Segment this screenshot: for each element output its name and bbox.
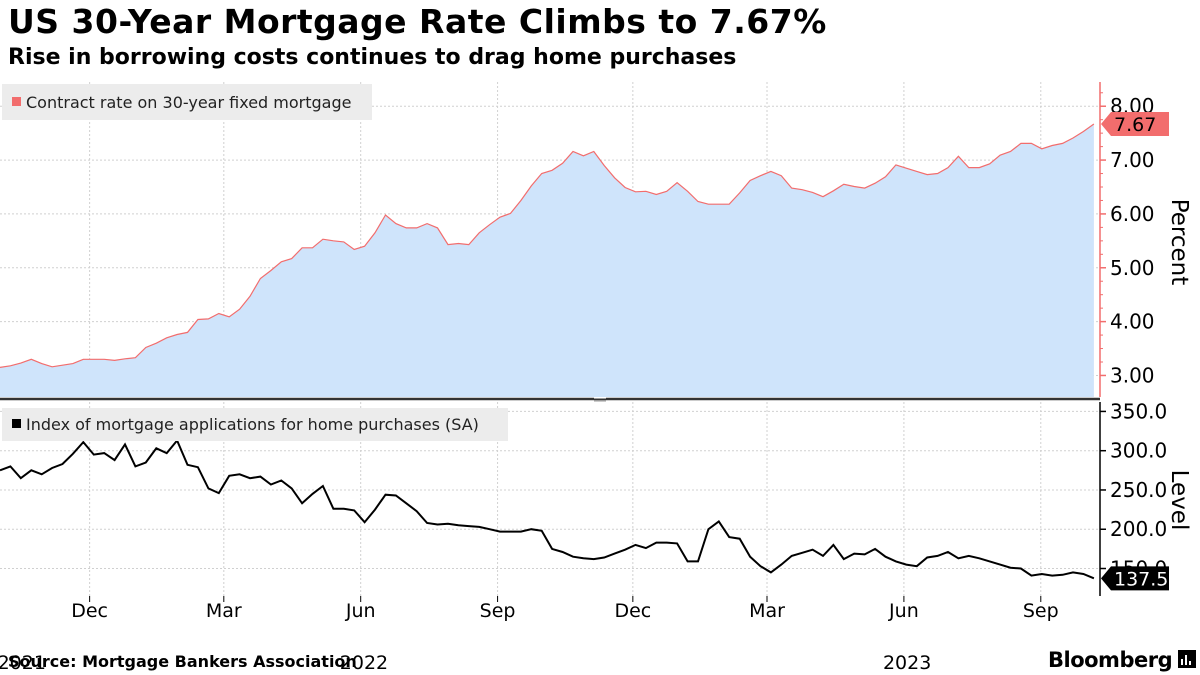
index-legend-swatch <box>12 419 21 428</box>
x-tick-label: Jun <box>888 600 919 622</box>
x-year-label: 2022 <box>340 652 388 674</box>
rate-legend-label: Contract rate on 30-year fixed mortgage <box>26 93 351 112</box>
rate-y-axis-title: Percent <box>1166 199 1192 286</box>
index-y-tick-label: 350.0 <box>1110 399 1167 423</box>
rate-y-tick-label: 7.00 <box>1110 148 1155 172</box>
x-tick-label: Dec <box>614 600 651 622</box>
x-year-label: 2023 <box>883 652 931 674</box>
chart-subtitle: Rise in borrowing costs continues to dra… <box>8 45 737 70</box>
x-tick-label: Dec <box>71 600 108 622</box>
rate-y-tick-label: 3.00 <box>1110 363 1155 387</box>
bloomberg-mark-icon <box>1178 650 1196 668</box>
index-legend-box <box>2 408 508 441</box>
x-year-label: 2021 <box>0 652 46 674</box>
index-last-value-label: 137.5 <box>1114 568 1168 590</box>
chart-title: US 30-Year Mortgage Rate Climbs to 7.67% <box>8 2 827 41</box>
rate-y-tick-label: 5.00 <box>1110 256 1155 280</box>
x-tick-label: Sep <box>1023 600 1059 622</box>
index-y-tick-label: 200.0 <box>1110 517 1167 541</box>
rate-y-tick-label: 4.00 <box>1110 310 1155 334</box>
x-tick-label: Mar <box>206 600 242 622</box>
x-tick-label: Mar <box>749 600 785 622</box>
index-y-tick-label: 300.0 <box>1110 439 1167 463</box>
source-note: Source: Mortgage Bankers Association <box>8 652 357 671</box>
applications-index-line <box>0 438 1095 580</box>
rate-line <box>0 123 1095 368</box>
x-tick-label: Sep <box>480 600 516 622</box>
x-axis-labels: Dec Mar Jun Sep Dec Mar Jun Sep 2021 2022 2023 <box>0 596 1059 674</box>
rate-y-tick-label: 6.00 <box>1110 202 1155 226</box>
brand-text: Bloomberg <box>1048 648 1173 672</box>
rate-legend-swatch <box>12 97 21 106</box>
rate-last-value-label: 7.67 <box>1114 114 1156 136</box>
index-legend-label: Index of mortgage applications for home … <box>26 415 479 434</box>
rate-last-value-badge <box>1101 112 1169 136</box>
rate-area-fill <box>0 124 1094 397</box>
bloomberg-logo: Bloomberg <box>1048 648 1173 672</box>
x-tick-label: Jun <box>345 600 376 622</box>
index-last-value-badge <box>1101 566 1169 591</box>
rate-legend-box <box>2 84 372 120</box>
rate-y-ticks: 3.004.005.006.007.008.00 <box>1100 92 1155 387</box>
index-y-axis-title: Level <box>1166 470 1192 531</box>
index-y-tick-label: 250.0 <box>1110 478 1167 502</box>
